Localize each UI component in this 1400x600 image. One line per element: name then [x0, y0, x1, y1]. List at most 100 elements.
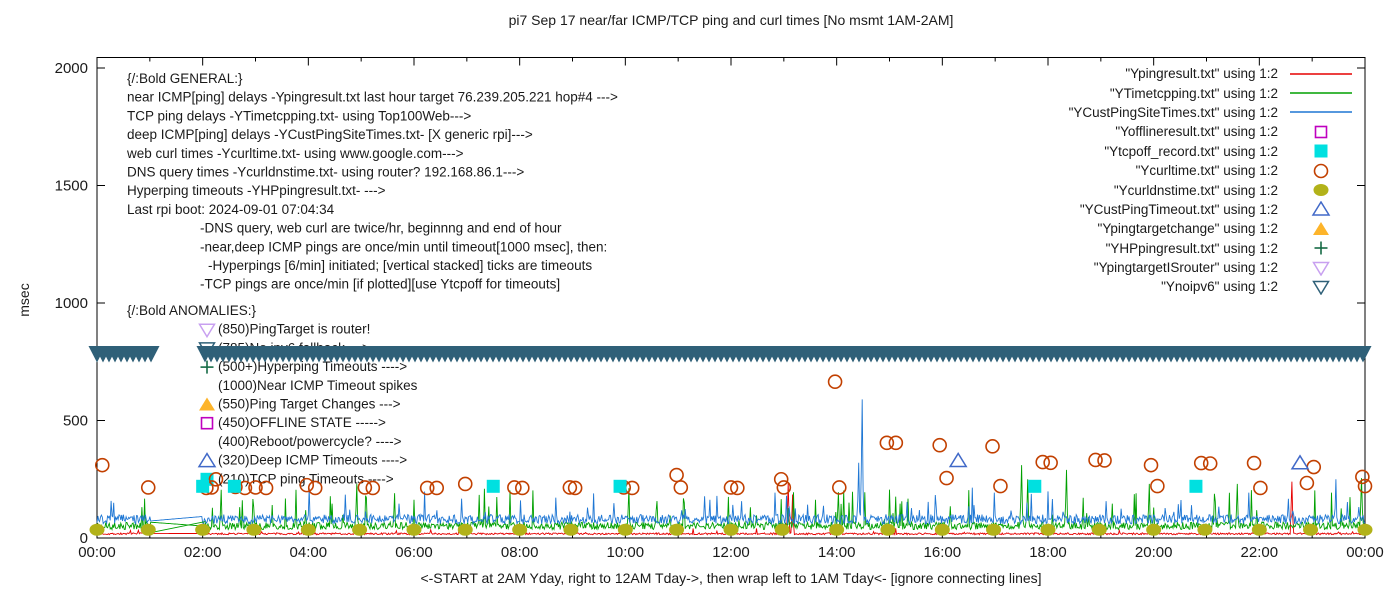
- point-sq-filled: [613, 479, 627, 493]
- x-tick-label: 00:00: [78, 544, 116, 561]
- point-circle-open: [1143, 457, 1159, 473]
- point-circle-open: [985, 439, 1000, 454]
- legend-glyph-shape: [1313, 184, 1329, 197]
- legend-marker-circle-open: [1284, 162, 1358, 179]
- annotation-general-line: TCP ping delays -YTimetcpping.txt- using…: [127, 108, 471, 123]
- x-tick-label: 16:00: [924, 544, 962, 561]
- legend-marker-glyph: [1290, 92, 1352, 94]
- point-tri-up-open: [1290, 454, 1310, 470]
- anomaly-circle-orange: [208, 471, 224, 487]
- x-tick-label: 22:00: [1241, 544, 1279, 561]
- annotation-general-line: -near,deep ICMP pings are once/min until…: [200, 239, 607, 254]
- point-circle-open: [1193, 455, 1209, 471]
- legend-marker-glyph: [1290, 72, 1352, 75]
- point-circle-filled: [723, 523, 739, 536]
- legend-glyph-shape: [1313, 163, 1329, 178]
- point-circle-open: [429, 480, 445, 496]
- point-circle-open: [1088, 452, 1103, 468]
- noipv6-tick-triangle: [142, 346, 160, 363]
- series-line-3: [96, 399, 1366, 526]
- point-circle-open: [1253, 480, 1268, 496]
- legend-marker-tri-up-filled: [1284, 220, 1358, 237]
- legend-marker-glyph: [1313, 221, 1329, 235]
- x-axis-label: <-START at 2AM Yday, right to 12AM Tday-…: [420, 570, 1042, 586]
- x-tick-label: 06:00: [395, 544, 433, 561]
- legend-marker-line: [1284, 85, 1358, 102]
- point-circle-filled: [457, 523, 473, 536]
- point-sq-filled: [1189, 479, 1203, 493]
- legend-marker-glyph: [1314, 144, 1328, 158]
- point-circle-filled: [1251, 523, 1267, 536]
- noipv6-tick-triangle: [1354, 346, 1372, 363]
- legend-marker-line: [1284, 104, 1358, 121]
- point-circle-open: [1306, 459, 1322, 475]
- legend-entry: "Ypingresult.txt" using 1:2: [1069, 64, 1358, 83]
- point-circle-filled: [246, 523, 262, 536]
- point-circle-filled: [512, 523, 528, 536]
- legend-marker-sq-filled: [1284, 143, 1358, 160]
- point-circle-open: [776, 480, 792, 495]
- legend-glyph-shape: [1314, 125, 1328, 139]
- legend: "Ypingresult.txt" using 1:2 "YTimetcpping…: [1069, 64, 1358, 297]
- point-circle-filled: [300, 523, 316, 536]
- point-circle-filled: [617, 523, 633, 536]
- x-tick-label: 14:00: [818, 544, 856, 561]
- legend-marker-glyph: [1313, 163, 1329, 178]
- point-tri-up-open: [948, 452, 968, 468]
- point-circle-filled: [89, 523, 105, 536]
- point-circle-open: [730, 480, 745, 496]
- anomaly-tri-up-blue: [197, 452, 217, 468]
- legend-entry: "Ycurltime.txt" using 1:2: [1069, 161, 1358, 180]
- legend-label: "Ynoipv6" using 1:2: [1161, 279, 1278, 295]
- point-circle-open: [140, 480, 156, 495]
- point-circle-open: [1299, 475, 1315, 491]
- point-circle-open: [1035, 454, 1051, 470]
- annotation-anomaly-line: {/:Bold ANOMALIES:}: [127, 303, 257, 318]
- point-circle-filled: [195, 523, 211, 536]
- legend-label: "Ypingresult.txt" using 1:2: [1125, 66, 1278, 82]
- anomaly-sq-open-magenta: [200, 416, 214, 430]
- point-circle-open: [94, 457, 110, 473]
- annotation-general-line: Hyperping timeouts -YHPpingresult.txt- -…: [127, 183, 386, 198]
- legend-label: "Ycurldnstime.txt" using 1:2: [1113, 182, 1278, 198]
- x-tick-label: 08:00: [501, 544, 539, 561]
- point-circle-open: [365, 480, 381, 496]
- legend-marker-tri-up-open: [1284, 201, 1358, 218]
- legend-entry: "YpingtargetISrouter" using 1:2: [1069, 258, 1358, 277]
- annotation-general-line: DNS query times -Ycurldnstime.txt- using…: [127, 165, 524, 180]
- annotation-general-line: {/:Bold GENERAL:}: [127, 71, 243, 86]
- legend-label: "YHPpingresult.txt" using 1:2: [1105, 240, 1278, 256]
- point-circle-open: [832, 480, 847, 495]
- point-circle-open: [357, 480, 373, 495]
- point-circle-open: [248, 480, 263, 495]
- point-circle-open: [1202, 456, 1218, 471]
- point-circle-filled: [1357, 523, 1373, 536]
- legend-marker-glyph: [1290, 111, 1352, 114]
- legend-entry: "YCustPingTimeout.txt" using 1:2: [1069, 200, 1358, 219]
- point-circle-filled: [563, 523, 579, 536]
- point-circle-filled: [1303, 523, 1319, 536]
- point-circle-filled: [406, 523, 422, 536]
- legend-label: "Ycurltime.txt" using 1:2: [1135, 163, 1278, 179]
- y-tick-label: 2000: [55, 60, 88, 77]
- x-tick-label: 12:00: [712, 544, 750, 561]
- legend-glyph-shape: [1313, 221, 1329, 235]
- x-tick-label: 18:00: [1029, 544, 1067, 561]
- x-tick-label: 20:00: [1135, 544, 1173, 561]
- point-circle-filled: [934, 523, 950, 536]
- legend-marker-plus: [1284, 240, 1358, 257]
- point-circle-filled: [880, 523, 896, 536]
- x-tick-label: 02:00: [184, 544, 222, 561]
- point-circle-filled: [774, 523, 790, 536]
- legend-marker-glyph: [1314, 241, 1328, 255]
- legend-marker-glyph: [1314, 125, 1328, 139]
- annotation-anomaly-line: (500+)Hyperping Timeouts ---->: [218, 359, 407, 374]
- point-circle-filled: [986, 523, 1002, 536]
- legend-entry: "Yofflineresult.txt" using 1:2: [1069, 122, 1358, 141]
- point-circle-open: [723, 480, 739, 495]
- annotation-anomaly-line: (400)Reboot/powercycle? ---->: [218, 434, 402, 449]
- x-tick-label: 00:00: [1346, 544, 1384, 561]
- x-tick-label: 04:00: [290, 544, 328, 561]
- legend-entry: "Ycurldnstime.txt" using 1:2: [1069, 180, 1358, 199]
